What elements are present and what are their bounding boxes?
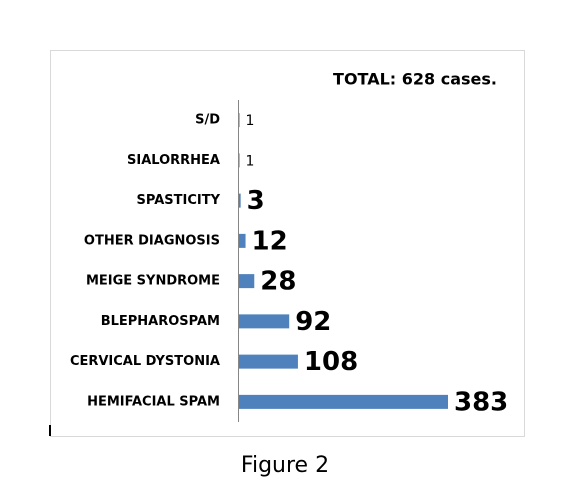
bar [239,193,241,208]
value-label: 383 [454,387,508,417]
bar [239,153,240,168]
bar [239,394,448,409]
value-label: 92 [295,307,331,337]
category-label: SPASTICITY [137,193,221,208]
bar [239,314,290,329]
value-label: 1 [246,153,255,169]
category-label: CERVICAL DYSTONIA [70,354,220,369]
value-label: 3 [247,186,265,216]
bar [239,354,298,369]
category-label: MEIGE SYNDROME [86,274,220,289]
category-label: OTHER DIAGNOSIS [84,233,220,248]
category-label: SIALORRHEA [127,153,220,168]
value-label: 28 [260,267,296,297]
value-label: 108 [304,347,358,377]
plot-frame [50,50,525,437]
bar [239,113,240,128]
bar [239,233,246,248]
category-label: BLEPHAROSPAM [101,314,220,329]
category-label: S/D [195,113,220,128]
value-label: 1 [246,113,255,129]
annotation: TOTAL: 628 cases. [333,70,497,89]
value-label: 12 [252,226,288,256]
category-label: HEMIFACIAL SPAM [87,394,220,409]
caption: Figure 2 [241,453,329,478]
bar [239,274,255,289]
